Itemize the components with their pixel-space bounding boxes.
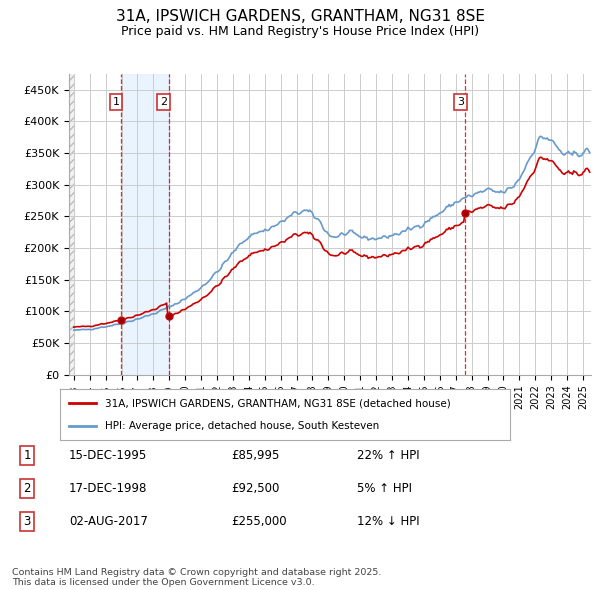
Text: 31A, IPSWICH GARDENS, GRANTHAM, NG31 8SE (detached house): 31A, IPSWICH GARDENS, GRANTHAM, NG31 8SE… [105, 398, 451, 408]
Text: 5% ↑ HPI: 5% ↑ HPI [357, 482, 412, 495]
Text: 3: 3 [457, 97, 464, 107]
Text: HPI: Average price, detached house, South Kesteven: HPI: Average price, detached house, Sout… [105, 421, 379, 431]
Text: 15-DEC-1995: 15-DEC-1995 [69, 449, 147, 462]
Text: Contains HM Land Registry data © Crown copyright and database right 2025.
This d: Contains HM Land Registry data © Crown c… [12, 568, 382, 587]
Text: Price paid vs. HM Land Registry's House Price Index (HPI): Price paid vs. HM Land Registry's House … [121, 25, 479, 38]
Bar [121, 74, 169, 375]
Text: £85,995: £85,995 [231, 449, 280, 462]
Bar [69, 74, 74, 375]
Text: 02-AUG-2017: 02-AUG-2017 [69, 515, 148, 528]
Text: 1: 1 [113, 97, 119, 107]
Text: 2: 2 [160, 97, 167, 107]
Text: £255,000: £255,000 [231, 515, 287, 528]
Text: 17-DEC-1998: 17-DEC-1998 [69, 482, 148, 495]
Text: 31A, IPSWICH GARDENS, GRANTHAM, NG31 8SE: 31A, IPSWICH GARDENS, GRANTHAM, NG31 8SE [115, 9, 485, 24]
Text: 3: 3 [23, 515, 31, 528]
Text: 22% ↑ HPI: 22% ↑ HPI [357, 449, 419, 462]
Text: 2: 2 [23, 482, 31, 495]
Text: 12% ↓ HPI: 12% ↓ HPI [357, 515, 419, 528]
Text: 1: 1 [23, 449, 31, 462]
Text: £92,500: £92,500 [231, 482, 280, 495]
Bar [69, 74, 74, 375]
